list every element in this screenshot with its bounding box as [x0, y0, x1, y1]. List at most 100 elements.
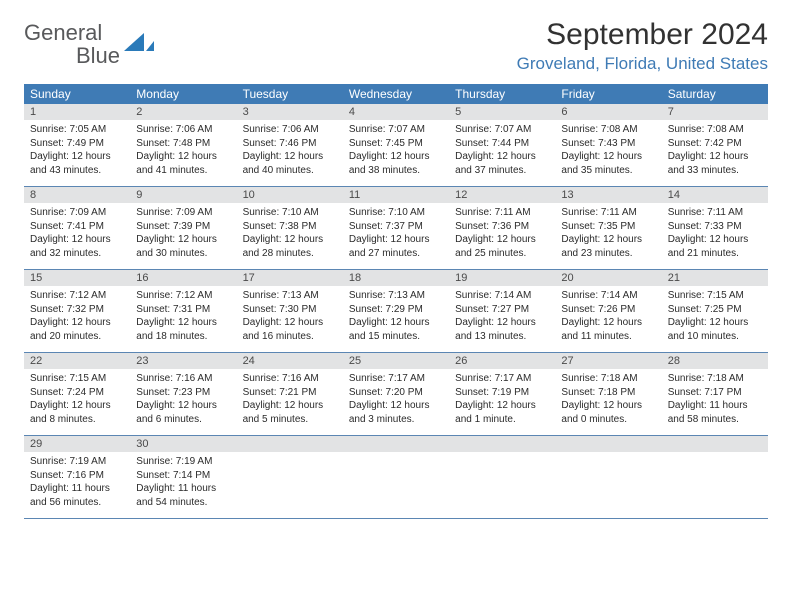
location-text: Groveland, Florida, United States	[517, 54, 768, 74]
daylight-line: Daylight: 12 hours and 23 minutes.	[561, 233, 655, 260]
day-number	[662, 436, 768, 452]
day-body: Sunrise: 7:11 AMSunset: 7:35 PMDaylight:…	[555, 203, 661, 264]
daylight-line: Daylight: 12 hours and 41 minutes.	[136, 150, 230, 177]
sunrise-line: Sunrise: 7:06 AM	[243, 123, 337, 137]
daylight-line: Daylight: 12 hours and 16 minutes.	[243, 316, 337, 343]
day-body: Sunrise: 7:08 AMSunset: 7:43 PMDaylight:…	[555, 120, 661, 181]
sunrise-line: Sunrise: 7:09 AM	[30, 206, 124, 220]
sunset-line: Sunset: 7:32 PM	[30, 303, 124, 317]
week-row: 1Sunrise: 7:05 AMSunset: 7:49 PMDaylight…	[24, 104, 768, 187]
day-cell: 20Sunrise: 7:14 AMSunset: 7:26 PMDayligh…	[555, 270, 661, 352]
day-number: 27	[555, 353, 661, 369]
day-number: 5	[449, 104, 555, 120]
day-cell: 29Sunrise: 7:19 AMSunset: 7:16 PMDayligh…	[24, 436, 130, 518]
day-number: 14	[662, 187, 768, 203]
day-cell: 4Sunrise: 7:07 AMSunset: 7:45 PMDaylight…	[343, 104, 449, 186]
day-cell: 3Sunrise: 7:06 AMSunset: 7:46 PMDaylight…	[237, 104, 343, 186]
sunset-line: Sunset: 7:23 PM	[136, 386, 230, 400]
day-cell: 23Sunrise: 7:16 AMSunset: 7:23 PMDayligh…	[130, 353, 236, 435]
day-cell: 7Sunrise: 7:08 AMSunset: 7:42 PMDaylight…	[662, 104, 768, 186]
sunset-line: Sunset: 7:49 PM	[30, 137, 124, 151]
daylight-line: Daylight: 11 hours and 54 minutes.	[136, 482, 230, 509]
day-cell: 28Sunrise: 7:18 AMSunset: 7:17 PMDayligh…	[662, 353, 768, 435]
day-number: 11	[343, 187, 449, 203]
day-number: 9	[130, 187, 236, 203]
daylight-line: Daylight: 12 hours and 37 minutes.	[455, 150, 549, 177]
day-number: 6	[555, 104, 661, 120]
day-body: Sunrise: 7:10 AMSunset: 7:38 PMDaylight:…	[237, 203, 343, 264]
day-cell	[449, 436, 555, 518]
day-number: 8	[24, 187, 130, 203]
calendar-grid: SundayMondayTuesdayWednesdayThursdayFrid…	[24, 84, 768, 519]
day-cell: 15 Sunrise: 7:12 AMSunset: 7:32 PMDayligh…	[24, 270, 130, 352]
weekday-header: Monday	[130, 84, 236, 104]
sunrise-line: Sunrise: 7:16 AM	[136, 372, 230, 386]
day-body	[449, 452, 555, 512]
sunrise-line: Sunrise: 7:12 AM	[136, 289, 230, 303]
day-body: Sunrise: 7:09 AMSunset: 7:39 PMDaylight:…	[130, 203, 236, 264]
header: General Blue September 2024 Groveland, F…	[24, 18, 768, 74]
sunset-line: Sunset: 7:46 PM	[243, 137, 337, 151]
sunrise-line: Sunrise: 7:07 AM	[455, 123, 549, 137]
day-number: 26	[449, 353, 555, 369]
sunrise-line: Sunrise: 7:19 AM	[136, 455, 230, 469]
day-number: 12	[449, 187, 555, 203]
day-cell: 21Sunrise: 7:15 AMSunset: 7:25 PMDayligh…	[662, 270, 768, 352]
day-cell: 14Sunrise: 7:11 AMSunset: 7:33 PMDayligh…	[662, 187, 768, 269]
sunrise-line: Sunrise: 7:13 AM	[349, 289, 443, 303]
day-body: Sunrise: 7:17 AMSunset: 7:19 PMDaylight:…	[449, 369, 555, 430]
day-body: Sunrise: 7:18 AMSunset: 7:17 PMDaylight:…	[662, 369, 768, 430]
day-body: Sunrise: 7:13 AMSunset: 7:30 PMDaylight:…	[237, 286, 343, 347]
sunset-line: Sunset: 7:20 PM	[349, 386, 443, 400]
day-cell: 1Sunrise: 7:05 AMSunset: 7:49 PMDaylight…	[24, 104, 130, 186]
week-row: 22Sunrise: 7:15 AMSunset: 7:24 PMDayligh…	[24, 353, 768, 436]
sunrise-line: Sunrise: 7:11 AM	[668, 206, 762, 220]
day-number: 23	[130, 353, 236, 369]
day-body: Sunrise: 7:18 AMSunset: 7:18 PMDaylight:…	[555, 369, 661, 430]
sunset-line: Sunset: 7:45 PM	[349, 137, 443, 151]
sunset-line: Sunset: 7:35 PM	[561, 220, 655, 234]
daylight-line: Daylight: 12 hours and 10 minutes.	[668, 316, 762, 343]
daylight-line: Daylight: 12 hours and 5 minutes.	[243, 399, 337, 426]
day-number: 7	[662, 104, 768, 120]
sunrise-line: Sunrise: 7:05 AM	[30, 123, 124, 137]
day-cell: 10Sunrise: 7:10 AMSunset: 7:38 PMDayligh…	[237, 187, 343, 269]
day-number: 19	[449, 270, 555, 286]
day-number: 15	[24, 270, 130, 286]
day-cell: 22Sunrise: 7:15 AMSunset: 7:24 PMDayligh…	[24, 353, 130, 435]
day-body: Sunrise: 7:10 AMSunset: 7:37 PMDaylight:…	[343, 203, 449, 264]
sunset-line: Sunset: 7:29 PM	[349, 303, 443, 317]
sunset-line: Sunset: 7:44 PM	[455, 137, 549, 151]
day-cell: 11Sunrise: 7:10 AMSunset: 7:37 PMDayligh…	[343, 187, 449, 269]
day-body: Sunrise: 7:05 AMSunset: 7:49 PMDaylight:…	[24, 120, 130, 181]
sunrise-line: Sunrise: 7:19 AM	[30, 455, 124, 469]
day-cell: 24Sunrise: 7:16 AMSunset: 7:21 PMDayligh…	[237, 353, 343, 435]
day-cell: 17Sunrise: 7:13 AMSunset: 7:30 PMDayligh…	[237, 270, 343, 352]
day-body: Sunrise: 7:07 AMSunset: 7:45 PMDaylight:…	[343, 120, 449, 181]
day-cell: 13Sunrise: 7:11 AMSunset: 7:35 PMDayligh…	[555, 187, 661, 269]
sunrise-line: Sunrise: 7:09 AM	[136, 206, 230, 220]
sunset-line: Sunset: 7:38 PM	[243, 220, 337, 234]
day-body: Sunrise: 7:09 AMSunset: 7:41 PMDaylight:…	[24, 203, 130, 264]
day-cell: 2Sunrise: 7:06 AMSunset: 7:48 PMDaylight…	[130, 104, 236, 186]
sunrise-line: Sunrise: 7:12 AM	[30, 289, 124, 303]
daylight-line: Daylight: 12 hours and 30 minutes.	[136, 233, 230, 260]
day-body: Sunrise: 7:06 AMSunset: 7:48 PMDaylight:…	[130, 120, 236, 181]
daylight-line: Daylight: 12 hours and 20 minutes.	[30, 316, 124, 343]
day-body: Sunrise: 7:15 AMSunset: 7:24 PMDaylight:…	[24, 369, 130, 430]
logo-text-wrap: General Blue	[24, 22, 120, 68]
sunrise-line: Sunrise: 7:15 AM	[668, 289, 762, 303]
sunrise-line: Sunrise: 7:13 AM	[243, 289, 337, 303]
day-cell: 5 Sunrise: 7:07 AMSunset: 7:44 PMDaylight…	[449, 104, 555, 186]
day-number	[555, 436, 661, 452]
day-number: 16	[130, 270, 236, 286]
day-number: 2	[130, 104, 236, 120]
day-number: 13	[555, 187, 661, 203]
day-body: Sunrise: 7:14 AMSunset: 7:26 PMDaylight:…	[555, 286, 661, 347]
daylight-line: Daylight: 12 hours and 13 minutes.	[455, 316, 549, 343]
day-body: Sunrise: 7:17 AMSunset: 7:20 PMDaylight:…	[343, 369, 449, 430]
sunset-line: Sunset: 7:31 PM	[136, 303, 230, 317]
logo-sail-icon	[124, 29, 154, 56]
weeks-container: 1Sunrise: 7:05 AMSunset: 7:49 PMDaylight…	[24, 104, 768, 519]
day-cell	[343, 436, 449, 518]
